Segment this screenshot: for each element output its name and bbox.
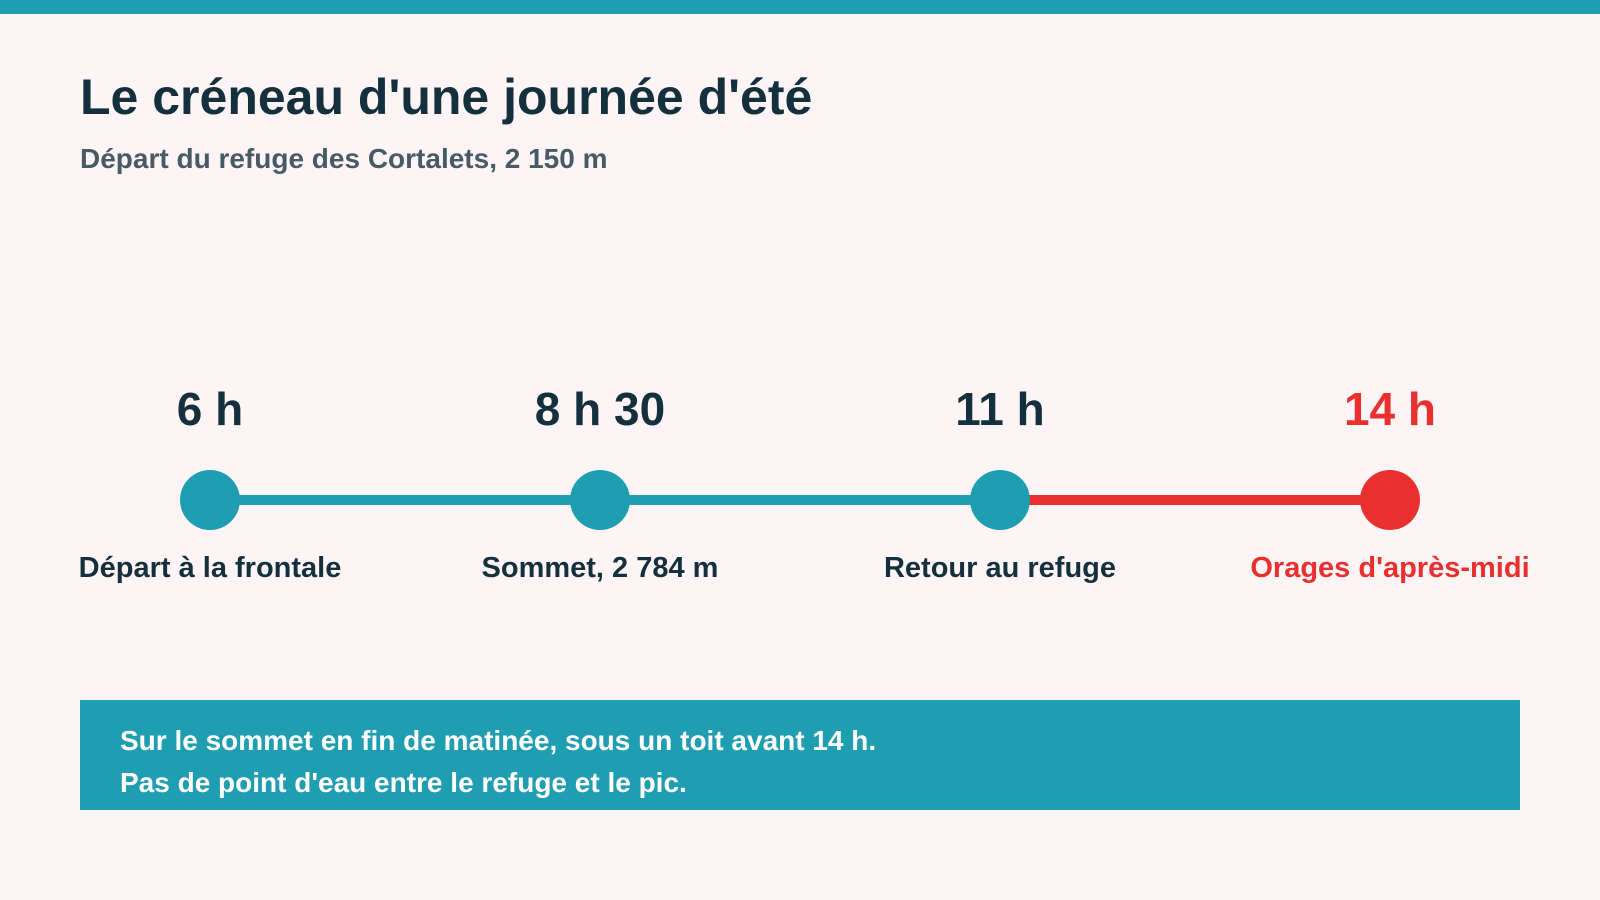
page-subtitle: Départ du refuge des Cortalets, 2 150 m	[80, 143, 608, 174]
timeline-milestone: 11 h Retour au refuge	[800, 370, 1200, 610]
info-callout: Sur le sommet en fin de matinée, sous un…	[80, 700, 1520, 810]
milestone-time: 8 h 30	[534, 383, 666, 435]
timeline-segment	[600, 495, 1000, 505]
timeline-segment	[1000, 495, 1390, 505]
milestone-dot	[570, 470, 630, 530]
milestone-time: 6 h	[176, 383, 244, 435]
milestone-time: 11 h	[955, 383, 1045, 435]
milestone-dot	[180, 470, 240, 530]
callout-line: Sur le sommet en fin de matinée, sous un…	[120, 725, 877, 756]
timeline-milestone: 6 h Départ à la frontale	[10, 370, 410, 610]
milestone-label: Orages d'après-midi	[1250, 552, 1530, 584]
milestone-label: Sommet, 2 784 m	[481, 552, 719, 584]
timeline-segment	[210, 495, 600, 505]
milestone-time: 14 h	[1343, 383, 1437, 435]
milestone-dot	[1360, 470, 1420, 530]
milestone-label: Départ à la frontale	[78, 552, 342, 584]
timeline-milestone: 14 h Orages d'après-midi	[1190, 370, 1590, 610]
milestone-label: Retour au refuge	[883, 552, 1117, 584]
top-accent-bar	[0, 0, 1600, 14]
milestone-dot	[970, 470, 1030, 530]
callout-line: Pas de point d'eau entre le refuge et le…	[120, 767, 687, 798]
page-title: Le créneau d'une journée d'été	[80, 69, 813, 125]
day-timeline: 6 h Départ à la frontale 8 h 30 Sommet, …	[0, 370, 1600, 610]
timeline-milestone: 8 h 30 Sommet, 2 784 m	[400, 370, 800, 610]
